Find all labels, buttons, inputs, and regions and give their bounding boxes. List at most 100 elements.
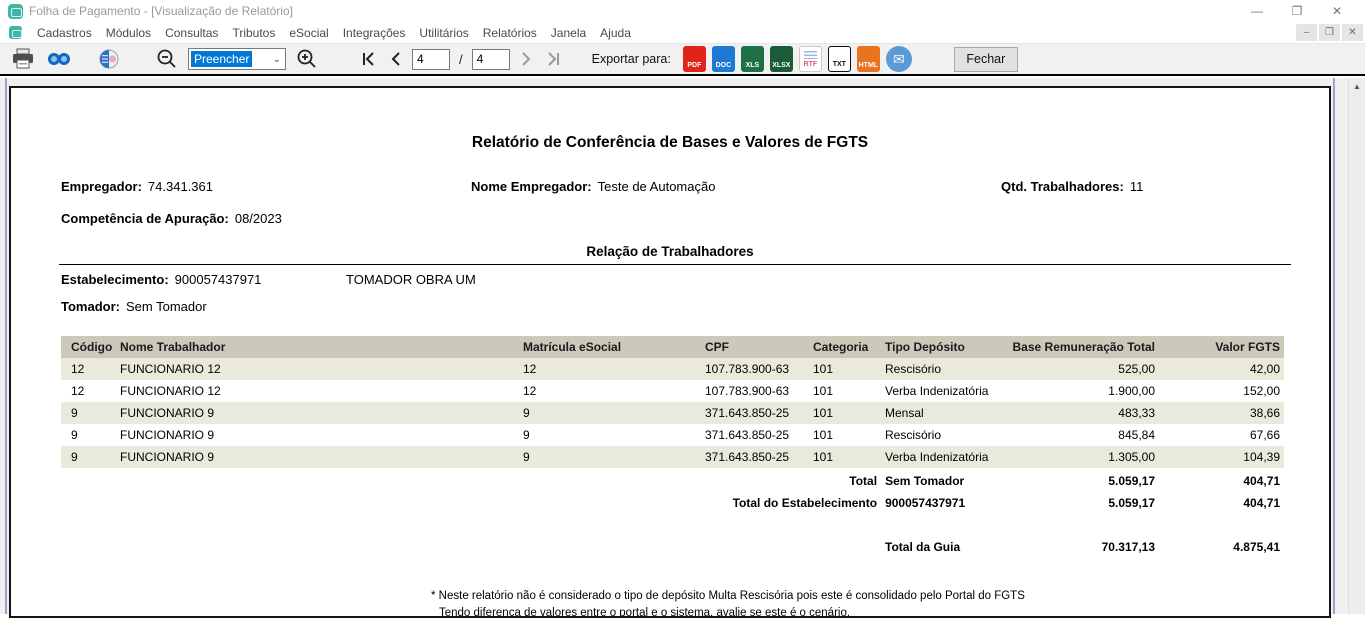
empregador-label: Empregador: xyxy=(61,179,142,194)
export-html-icon[interactable]: HTML xyxy=(857,46,880,72)
export-rtf-icon[interactable]: RTF xyxy=(799,46,822,72)
zoom-in-icon[interactable] xyxy=(292,46,322,72)
scroll-up-icon[interactable]: ▲ xyxy=(1349,78,1365,95)
menu-modulos[interactable]: Módulos xyxy=(99,23,158,43)
export-xlsx-icon[interactable]: XLSX xyxy=(770,46,793,72)
report-toolbar: Preencher ⌄ 4 / 4 Exportar para: PDF DOC… xyxy=(0,44,1365,76)
report-page: Relatório de Conferência de Bases e Valo… xyxy=(9,86,1331,618)
report-viewer: ▲ Relatório de Conferência de Bases e Va… xyxy=(0,78,1365,614)
col-codigo: Código xyxy=(61,336,116,358)
minimize-icon[interactable]: — xyxy=(1237,0,1277,22)
menu-janela[interactable]: Janela xyxy=(544,23,593,43)
total-base: 5.059,17 xyxy=(1006,470,1159,492)
cell-matricula: 12 xyxy=(519,380,701,402)
table-header-row: Código Nome Trabalhador Matrícula eSocia… xyxy=(61,336,1284,358)
export-doc-icon[interactable]: DOC xyxy=(712,46,735,72)
menu-utilitarios[interactable]: Utilitários xyxy=(412,23,475,43)
menu-relatorios[interactable]: Relatórios xyxy=(476,23,544,43)
cell-tipo: Rescisório xyxy=(881,424,1006,446)
title-bar: Folha de Pagamento - [Visualização de Re… xyxy=(0,0,1365,22)
close-icon[interactable]: ✕ xyxy=(1317,0,1357,22)
last-page-icon[interactable] xyxy=(542,46,564,72)
menu-bar: Cadastros Módulos Consultas Tributos eSo… xyxy=(0,22,1365,44)
cell-matricula: 12 xyxy=(519,358,701,380)
menu-cadastros[interactable]: Cadastros xyxy=(30,23,99,43)
estabelecimento-row: Estabelecimento:900057437971 TOMADOR OBR… xyxy=(11,272,1329,288)
cell-codigo: 9 xyxy=(61,424,116,446)
app-logo-icon xyxy=(8,4,23,19)
tomador-row: Tomador: Sem Tomador xyxy=(11,299,1329,315)
empregador-value: 74.341.361 xyxy=(148,179,213,194)
export-txt-icon[interactable]: TXT xyxy=(828,46,851,72)
cell-tipo: Mensal xyxy=(881,402,1006,424)
cell-categoria: 101 xyxy=(809,358,881,380)
col-base: Base Remuneração Total xyxy=(1006,336,1159,358)
cell-cpf: 107.783.900-63 xyxy=(701,358,809,380)
section-title: Relação de Trabalhadores xyxy=(11,244,1329,259)
cell-fgts: 42,00 xyxy=(1159,358,1284,380)
col-categoria: Categoria xyxy=(809,336,881,358)
workers-table: Código Nome Trabalhador Matrícula eSocia… xyxy=(61,336,1284,468)
doc-close-icon[interactable]: ✕ xyxy=(1342,24,1363,41)
total-guia-label: Total da Guia xyxy=(881,536,1006,558)
current-page-input[interactable]: 4 xyxy=(412,49,450,70)
total-estab-ref: 900057437971 xyxy=(881,492,1006,514)
fechar-button[interactable]: Fechar xyxy=(954,47,1018,72)
total-guia-row: Total da Guia 70.317,13 4.875,41 xyxy=(61,536,1284,558)
cell-nome: FUNCIONARIO 12 xyxy=(116,358,519,380)
total-fgts: 404,71 xyxy=(1159,470,1284,492)
cell-base: 1.900,00 xyxy=(1006,380,1159,402)
doc-minimize-icon[interactable]: – xyxy=(1296,24,1317,41)
total-estabelecimento-row: Total do Estabelecimento 900057437971 5.… xyxy=(61,492,1284,514)
qtd-trabalhadores-label: Qtd. Trabalhadores: xyxy=(1001,179,1124,194)
cell-tipo: Verba Indenizatória xyxy=(881,446,1006,468)
zoom-out-icon[interactable] xyxy=(152,46,182,72)
tomador-label: Tomador: xyxy=(61,299,120,314)
cell-tipo: Rescisório xyxy=(881,358,1006,380)
cell-nome: FUNCIONARIO 9 xyxy=(116,446,519,468)
cell-codigo: 12 xyxy=(61,380,116,402)
window-title: Folha de Pagamento - [Visualização de Re… xyxy=(29,4,293,18)
menu-consultas[interactable]: Consultas xyxy=(158,23,225,43)
col-matricula: Matrícula eSocial xyxy=(519,336,701,358)
prev-page-icon[interactable] xyxy=(386,46,406,72)
total-pages-input[interactable]: 4 xyxy=(472,49,510,70)
tomador-value: Sem Tomador xyxy=(126,299,207,314)
page-setup-icon[interactable] xyxy=(94,46,124,72)
cell-codigo: 12 xyxy=(61,358,116,380)
total-tomador-row: Total Sem Tomador 5.059,17 404,71 xyxy=(61,470,1284,492)
export-pdf-icon[interactable]: PDF xyxy=(683,46,706,72)
total-guia-fgts: 4.875,41 xyxy=(1159,536,1284,558)
search-icon[interactable] xyxy=(44,46,74,72)
export-email-icon[interactable]: ✉ xyxy=(886,46,912,72)
menu-esocial[interactable]: eSocial xyxy=(282,23,335,43)
menu-ajuda[interactable]: Ajuda xyxy=(593,23,638,43)
table-row: 9 FUNCIONARIO 9 9 371.643.850-25 101 Ver… xyxy=(61,446,1284,468)
first-page-icon[interactable] xyxy=(358,46,380,72)
document-icon xyxy=(9,26,22,39)
doc-restore-icon[interactable]: ❐ xyxy=(1319,24,1340,41)
cell-base: 525,00 xyxy=(1006,358,1159,380)
cell-cpf: 371.643.850-25 xyxy=(701,402,809,424)
cell-fgts: 38,66 xyxy=(1159,402,1284,424)
qtd-trabalhadores-value: 11 xyxy=(1130,179,1144,194)
cell-fgts: 152,00 xyxy=(1159,380,1284,402)
vertical-scrollbar[interactable]: ▲ xyxy=(1348,78,1365,614)
competencia-value: 08/2023 xyxy=(235,211,282,226)
viewer-right-edge xyxy=(1333,78,1335,614)
restore-icon[interactable]: ❐ xyxy=(1277,0,1317,22)
col-tipo: Tipo Depósito xyxy=(881,336,1006,358)
next-page-icon[interactable] xyxy=(516,46,536,72)
menu-integracoes[interactable]: Integrações xyxy=(336,23,413,43)
export-xls-icon[interactable]: XLS xyxy=(741,46,764,72)
cell-tipo: Verba Indenizatória xyxy=(881,380,1006,402)
total-estab-fgts: 404,71 xyxy=(1159,492,1284,514)
col-fgts: Valor FGTS xyxy=(1159,336,1284,358)
zoom-select-value: Preencher xyxy=(191,51,252,67)
total-guia-base: 70.317,13 xyxy=(1006,536,1159,558)
total-label: Total xyxy=(61,470,881,492)
print-icon[interactable] xyxy=(8,46,38,72)
cell-base: 845,84 xyxy=(1006,424,1159,446)
menu-tributos[interactable]: Tributos xyxy=(225,23,282,43)
zoom-select[interactable]: Preencher ⌄ xyxy=(188,48,286,70)
